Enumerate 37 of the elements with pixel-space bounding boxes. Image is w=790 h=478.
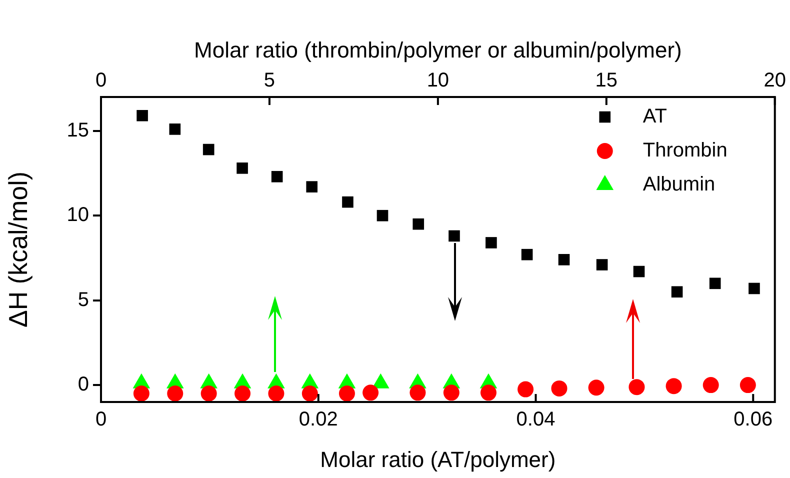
point [136,110,148,122]
point [709,278,721,290]
x-tick-label: 0.06 [734,408,773,431]
x-axis-title: Molar ratio (AT/polymer) [320,446,556,472]
legend-label: Albumin [642,174,716,196]
y-tick-label: 10 [66,204,89,226]
x2-tick-label: 0 [95,70,107,92]
y-tick-label: 15 [66,119,89,142]
point [271,170,283,182]
legend-label: Thrombin [642,140,728,162]
point [412,218,424,230]
point [306,181,318,192]
y-tick-label: 5 [78,288,89,311]
x2-tick-label: 20 [764,70,786,92]
x2-tick-label: 10 [426,70,450,92]
point [202,144,214,156]
x2-tick-label: 15 [595,70,618,92]
x-tick-label: 0.02 [298,408,338,431]
point [376,210,388,222]
point [596,259,608,270]
point [521,248,533,260]
x-tick-label: 0.04 [516,408,556,431]
point [748,282,760,294]
legend-label: AT [642,106,667,128]
x2-tick-label: 5 [264,70,276,92]
point [342,196,354,208]
point [448,230,460,242]
point [633,266,645,278]
point [169,124,181,135]
point [236,162,248,174]
point [486,237,497,248]
y-axis-title: ΔH (kcal/mol) [2,171,33,328]
x-tick-label: 0 [95,408,107,431]
point [671,286,683,298]
point [558,254,570,266]
x2-axis-title: Molar ratio (thrombin/polymer or albumin/polymer) [194,37,682,62]
y-tick-label: 0 [78,374,89,396]
